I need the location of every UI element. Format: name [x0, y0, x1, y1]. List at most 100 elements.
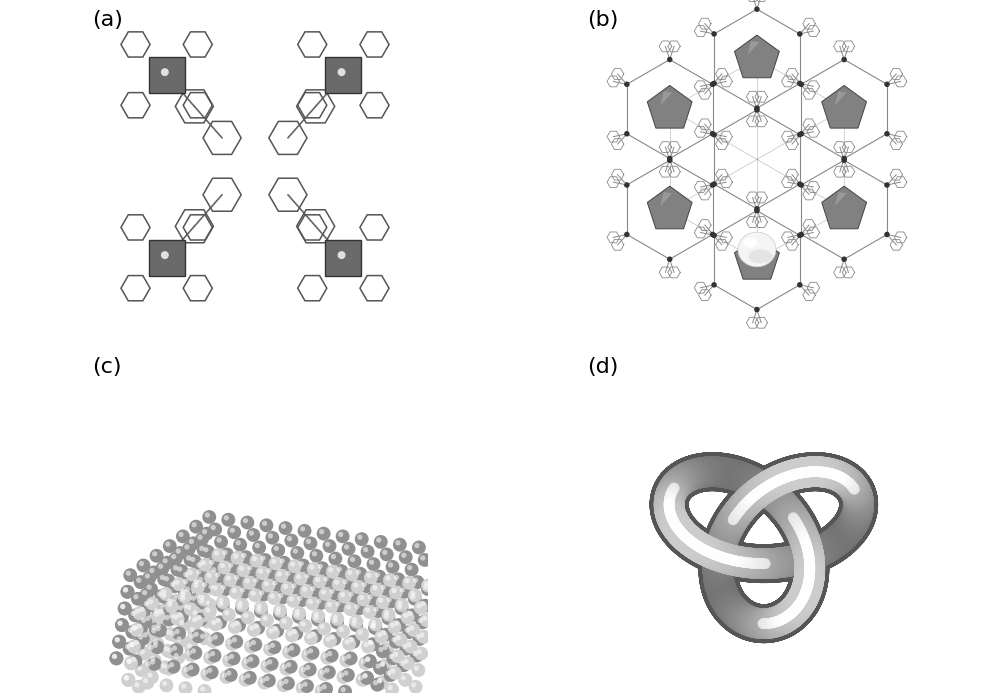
Circle shape [157, 591, 162, 597]
Circle shape [285, 629, 299, 642]
Circle shape [207, 667, 212, 673]
Circle shape [276, 606, 281, 611]
Circle shape [192, 610, 198, 615]
Circle shape [333, 617, 338, 623]
Circle shape [229, 586, 243, 599]
Circle shape [260, 613, 274, 627]
Circle shape [247, 623, 261, 637]
Circle shape [246, 528, 260, 542]
Circle shape [194, 567, 208, 581]
Circle shape [710, 182, 715, 188]
Circle shape [841, 157, 847, 163]
Circle shape [321, 589, 326, 595]
Circle shape [380, 547, 394, 561]
Circle shape [239, 550, 253, 564]
Circle shape [151, 628, 156, 633]
Circle shape [208, 523, 222, 536]
Circle shape [248, 588, 262, 602]
Circle shape [799, 82, 804, 87]
Circle shape [245, 673, 250, 678]
Circle shape [253, 577, 258, 583]
Circle shape [165, 541, 170, 547]
Circle shape [284, 660, 298, 674]
Circle shape [381, 584, 386, 590]
Circle shape [187, 624, 201, 638]
Circle shape [243, 671, 257, 685]
Text: (b): (b) [587, 10, 619, 30]
Circle shape [182, 542, 196, 556]
Circle shape [210, 651, 215, 656]
Circle shape [168, 579, 182, 593]
Circle shape [178, 593, 192, 607]
Circle shape [320, 624, 325, 629]
Circle shape [347, 570, 353, 575]
Bar [325, 240, 361, 276]
Circle shape [158, 609, 164, 615]
Circle shape [127, 658, 132, 664]
Circle shape [123, 568, 137, 582]
Circle shape [191, 580, 205, 594]
Circle shape [390, 622, 395, 628]
Circle shape [275, 609, 281, 615]
Circle shape [162, 681, 167, 686]
Circle shape [329, 588, 335, 594]
Circle shape [339, 626, 344, 632]
Circle shape [624, 131, 630, 137]
Circle shape [395, 602, 408, 615]
Circle shape [158, 606, 164, 611]
Circle shape [797, 282, 803, 288]
Circle shape [315, 684, 329, 693]
Circle shape [287, 536, 292, 541]
Circle shape [407, 565, 412, 570]
Circle shape [219, 670, 233, 684]
Circle shape [372, 585, 377, 590]
Circle shape [667, 57, 672, 62]
Circle shape [180, 595, 185, 601]
Circle shape [126, 570, 131, 576]
Circle shape [150, 549, 164, 563]
Circle shape [354, 604, 360, 609]
Circle shape [191, 629, 205, 643]
Circle shape [260, 555, 266, 561]
Circle shape [211, 567, 216, 572]
Circle shape [186, 604, 191, 610]
Circle shape [244, 640, 258, 653]
Circle shape [218, 601, 223, 606]
Circle shape [198, 577, 203, 582]
Circle shape [251, 590, 256, 596]
Circle shape [134, 621, 148, 635]
Circle shape [287, 631, 293, 636]
Circle shape [298, 619, 312, 633]
Circle shape [336, 529, 350, 543]
Circle shape [287, 643, 300, 657]
Circle shape [190, 556, 195, 562]
Circle shape [147, 565, 161, 579]
Circle shape [248, 656, 253, 662]
Circle shape [295, 608, 300, 614]
Bar [149, 57, 185, 93]
Circle shape [384, 613, 389, 619]
Circle shape [167, 647, 173, 653]
Circle shape [311, 613, 325, 626]
Circle shape [358, 675, 363, 681]
Circle shape [163, 539, 177, 553]
Circle shape [184, 648, 198, 662]
Circle shape [334, 579, 339, 585]
Circle shape [279, 521, 292, 535]
Circle shape [351, 580, 365, 594]
Circle shape [140, 676, 154, 690]
Circle shape [360, 671, 374, 685]
Circle shape [338, 68, 346, 76]
Circle shape [188, 593, 202, 607]
Circle shape [359, 579, 373, 593]
Circle shape [167, 598, 173, 604]
Circle shape [175, 603, 189, 617]
Circle shape [711, 80, 717, 86]
Circle shape [196, 562, 202, 568]
Circle shape [754, 307, 760, 313]
Circle shape [194, 560, 208, 574]
Circle shape [297, 595, 302, 601]
Circle shape [377, 659, 391, 673]
Circle shape [238, 585, 252, 599]
Circle shape [288, 559, 302, 573]
